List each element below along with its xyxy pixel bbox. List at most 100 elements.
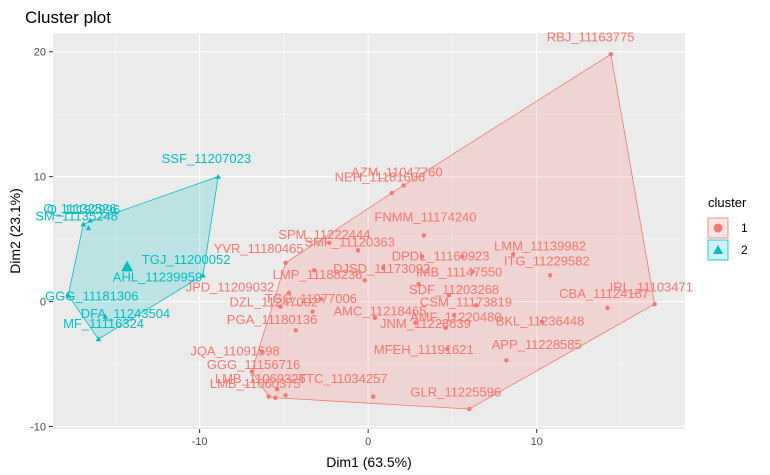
cluster-1-point: [274, 386, 280, 392]
y-tick-label: -10: [30, 422, 46, 434]
cluster-1-point: [278, 304, 283, 309]
point-label: IMB_11147550: [416, 265, 502, 280]
point-label: AZM_11047760: [351, 165, 443, 180]
cluster-1-point: [443, 325, 448, 331]
grid-minor: [53, 33, 685, 429]
point-label: SM_11135248: [35, 208, 118, 223]
point-label: AMF_11220480: [410, 310, 502, 325]
cluster-1-point: [416, 281, 421, 287]
point-label: SSF_11207023: [162, 151, 251, 166]
point-label: GLR_11225596: [410, 385, 501, 400]
legend-key-2-symbol: [713, 245, 723, 254]
point-label: LMB_11060375: [210, 376, 301, 391]
cluster-1-point: [293, 328, 298, 333]
x-axis-title: Dim1 (63.5%): [326, 454, 412, 470]
cluster-1-point: [605, 305, 610, 311]
point-label: TTC_11034257: [298, 371, 387, 386]
cluster-1-point: [510, 251, 516, 257]
cluster-1-point: [539, 319, 544, 324]
cluster-2-centroid: [121, 260, 134, 272]
cluster-1-point: [504, 358, 509, 363]
cluster-2-point: [87, 217, 93, 223]
y-tick-label: 20: [34, 47, 46, 59]
point-label: DJSD_11173092: [333, 261, 430, 276]
point-label: YVR_11180465: [214, 241, 304, 256]
data-points: [65, 52, 657, 412]
point-label: DZL_11247002: [229, 295, 318, 310]
cluster-1-point: [467, 406, 472, 412]
point-label: SPM_11222444: [278, 227, 370, 242]
cluster-1-point: [310, 309, 315, 314]
point-label: SMF_11120363: [304, 235, 395, 250]
cluster-1-point: [473, 303, 479, 308]
cluster-1-point: [362, 278, 367, 283]
cluster-1-point: [652, 301, 657, 307]
x-axis-ticks: -10 0 10: [192, 429, 543, 448]
cluster-1-point: [327, 240, 332, 246]
point-label: O_11132996: [47, 202, 120, 217]
legend-label-2: 2: [741, 243, 748, 257]
y-tick-label: 10: [34, 172, 46, 184]
cluster-1-point: [470, 269, 475, 274]
cluster-1-point: [419, 254, 425, 259]
point-label: O_11132526: [43, 201, 116, 216]
cluster-2-point: [85, 225, 92, 231]
point-label: GGG_11156716: [207, 357, 300, 372]
point-label: GGG_11181306: [45, 288, 138, 303]
cluster-2-point: [65, 292, 71, 298]
cluster-1-point: [451, 313, 457, 318]
cluster-1-point: [381, 265, 386, 271]
point-label: NEH_11181666: [335, 170, 426, 185]
cluster-1-point: [318, 296, 324, 302]
cluster-1-point: [421, 233, 426, 238]
legend-key-1-symbol: [713, 223, 723, 233]
cluster-1-point: [547, 273, 553, 278]
y-axis-title: Dim2 (23.1%): [7, 188, 23, 274]
legend-title: cluster: [708, 195, 747, 210]
cluster-1-point: [389, 190, 394, 196]
point-label: MFEH_11191621: [374, 342, 474, 357]
cluster-2-point: [95, 336, 102, 342]
cluster-1-point: [286, 290, 292, 296]
cluster-1-point: [259, 349, 265, 354]
x-tick-label: 0: [365, 436, 371, 448]
cluster-1-point: [372, 315, 378, 321]
point-label: CSM_11173819: [420, 295, 512, 310]
legend-keys: 12: [707, 217, 748, 261]
grid-major: [53, 33, 685, 429]
cluster-hulls: [67, 53, 656, 410]
point-label: FNMM_11174240: [374, 210, 476, 225]
y-tick-label: 0: [40, 297, 46, 309]
cluster-1-point: [249, 369, 255, 374]
legend-label-1: 1: [741, 221, 748, 235]
cluster-1-point: [283, 260, 288, 266]
point-label: APP_11228585: [492, 337, 582, 352]
cluster-1-point: [608, 52, 614, 57]
point-label: JNM_11228639: [380, 316, 471, 331]
point-label: MF_11116324: [63, 316, 144, 331]
point-label: LMM_11139982: [494, 238, 586, 253]
point-label: AMC_11218465: [333, 303, 426, 318]
x-tick-label: 10: [531, 436, 543, 448]
cluster-1-point: [460, 254, 465, 259]
point-label: LMB_11069326: [215, 371, 306, 386]
x-tick-label: -10: [192, 436, 208, 448]
point-label: AHL_11239959: [113, 270, 202, 285]
cluster-2-point: [102, 313, 109, 319]
point-label: IRL_11103471: [610, 280, 693, 295]
cluster-1-point: [273, 395, 278, 400]
point-label: LMP_11188236: [273, 267, 363, 282]
point-label: BKL_11236448: [496, 313, 585, 328]
point-label: TGJ_11200052: [142, 252, 231, 267]
point-label: TGG_11077006: [265, 291, 357, 306]
cluster-1-point: [283, 393, 288, 398]
chart-title: Cluster plot: [25, 8, 111, 27]
cluster-2-point: [200, 272, 206, 278]
plot-panel: [53, 33, 685, 429]
point-label: ITG_11229582: [504, 253, 590, 268]
cluster-2-hull: [67, 176, 219, 340]
legend: cluster 12: [707, 195, 748, 261]
point-label: JQA_11091598: [190, 343, 279, 358]
